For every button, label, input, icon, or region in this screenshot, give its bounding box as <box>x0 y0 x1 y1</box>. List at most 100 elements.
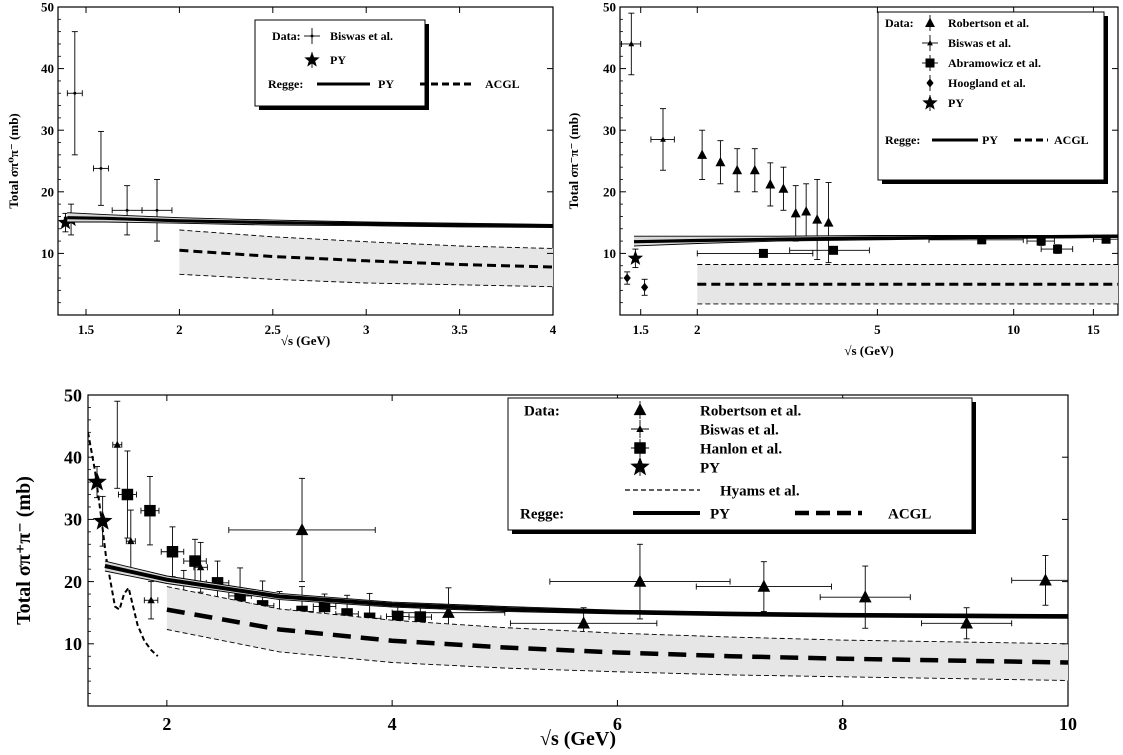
series-py <box>104 560 1068 619</box>
small-triangle-marker <box>628 40 635 47</box>
legend-symbol <box>304 51 320 68</box>
triangle-marker <box>858 590 872 603</box>
square-marker <box>977 235 987 245</box>
y-tick-label: 10 <box>64 634 82 654</box>
data-point <box>765 162 776 207</box>
central-line <box>179 248 553 269</box>
panel-pi0-piminus: 1.5 2 2.5 3 3.5 4 10 20 30 40 50 √s (GeV) Total σπ⁰π… <box>6 0 557 348</box>
data-point <box>778 166 789 211</box>
legend-small-triangle-marker <box>927 39 933 46</box>
y-tick-label: 50 <box>603 0 616 15</box>
data-point <box>1011 555 1068 606</box>
band-edge-low <box>166 629 1068 681</box>
data-point <box>117 450 137 539</box>
legend-entry: Hyams et al. <box>720 483 800 499</box>
series-robertson-et-al- <box>228 477 1068 640</box>
data-point <box>749 148 760 193</box>
y-axis-label: Total σπ⁻π⁻ (mb) <box>566 113 581 210</box>
triangle-marker <box>1039 573 1052 586</box>
triangle-marker <box>960 616 973 629</box>
data-point <box>1026 236 1055 246</box>
legend-entry: Biswas et al. <box>700 422 779 438</box>
legend-symbol <box>304 28 320 44</box>
small-triangle-marker <box>660 136 666 142</box>
band-edge-low <box>67 221 553 228</box>
y-tick-label: 30 <box>603 123 616 138</box>
y-tick-label: 20 <box>41 184 54 199</box>
data-point <box>695 561 832 612</box>
legend-star-marker <box>630 456 650 476</box>
y-tick-label: 30 <box>41 123 54 138</box>
data-point <box>111 185 143 236</box>
square-marker <box>758 248 768 258</box>
legend: Data: Biswas et al. PY Regge: PY ACGL <box>254 19 520 110</box>
legend-symbol <box>630 456 650 476</box>
data-point <box>627 248 644 269</box>
series-acgl <box>179 229 553 288</box>
x-tick-label: 1.5 <box>78 322 95 337</box>
central-line <box>104 564 1068 619</box>
triangle-marker <box>577 616 590 629</box>
square-marker <box>189 555 201 567</box>
legend-entry: Abramowicz et al. <box>948 56 1041 70</box>
legend-cross-marker <box>310 34 314 38</box>
x-tick-label: 4 <box>550 322 557 337</box>
legend-entry: ACGL <box>888 506 931 522</box>
square-marker <box>392 610 404 623</box>
triangle-marker <box>697 149 708 159</box>
band-edge-low <box>179 273 553 288</box>
data-point <box>125 509 136 573</box>
small-triangle-marker <box>113 440 121 448</box>
legend-entry: ACGL <box>485 77 520 91</box>
legend-box <box>507 397 973 531</box>
legend-entry: Hoogland et al. <box>948 76 1026 90</box>
legend: Data: Robertson et al. Biswas et al. Hanlon… <box>507 397 976 534</box>
data-point <box>732 148 743 193</box>
legend-symbol <box>922 94 938 111</box>
y-tick-label: 50 <box>64 385 82 405</box>
triangle-marker <box>757 579 771 592</box>
square-marker <box>166 545 179 558</box>
legend-entry: PY <box>710 506 730 522</box>
y-tick-label: 10 <box>41 246 54 261</box>
data-point <box>641 278 649 296</box>
data-point <box>715 140 726 185</box>
x-tick-label: 2 <box>694 322 701 337</box>
square-marker <box>211 577 224 589</box>
legend-symbol <box>922 55 938 71</box>
triangle-marker <box>732 164 743 175</box>
central-line <box>633 234 1118 244</box>
x-axis-label: √s (GeV) <box>844 343 893 358</box>
triangle-marker <box>801 206 812 216</box>
data-point <box>549 543 731 620</box>
legend-data-label: Data: <box>272 29 301 43</box>
plot-area <box>58 31 553 288</box>
legend-regge-label: Regge: <box>520 506 564 522</box>
series-hyams-et-al- <box>88 432 159 657</box>
legend-square-marker <box>634 442 646 454</box>
y-tick-label: 20 <box>603 184 616 199</box>
cross-marker <box>155 208 159 212</box>
star-marker <box>92 510 113 530</box>
triangle-marker <box>295 523 309 536</box>
cross-marker <box>125 208 129 212</box>
legend-square-marker <box>925 58 935 68</box>
series-acgl <box>697 264 1118 305</box>
legend: Data: Robertson et al. Biswas et al. Abramo… <box>877 11 1108 184</box>
data-point <box>812 179 823 261</box>
diamond-marker <box>641 282 649 292</box>
square-marker <box>1053 244 1063 254</box>
curve <box>88 432 159 657</box>
square-marker <box>318 600 331 613</box>
data-point <box>623 271 631 285</box>
y-tick-label: 40 <box>41 61 54 76</box>
legend-regge-label: Regge: <box>268 77 303 91</box>
triangle-marker <box>749 164 760 175</box>
diamond-marker <box>623 273 631 283</box>
x-tick-label: 5 <box>874 322 881 337</box>
data-point <box>143 581 159 620</box>
y-tick-label: 10 <box>603 246 616 261</box>
legend-entry: Robertson et al. <box>948 16 1029 30</box>
legend-data-label: Data: <box>524 403 560 419</box>
legend-entry: PY <box>378 77 394 91</box>
